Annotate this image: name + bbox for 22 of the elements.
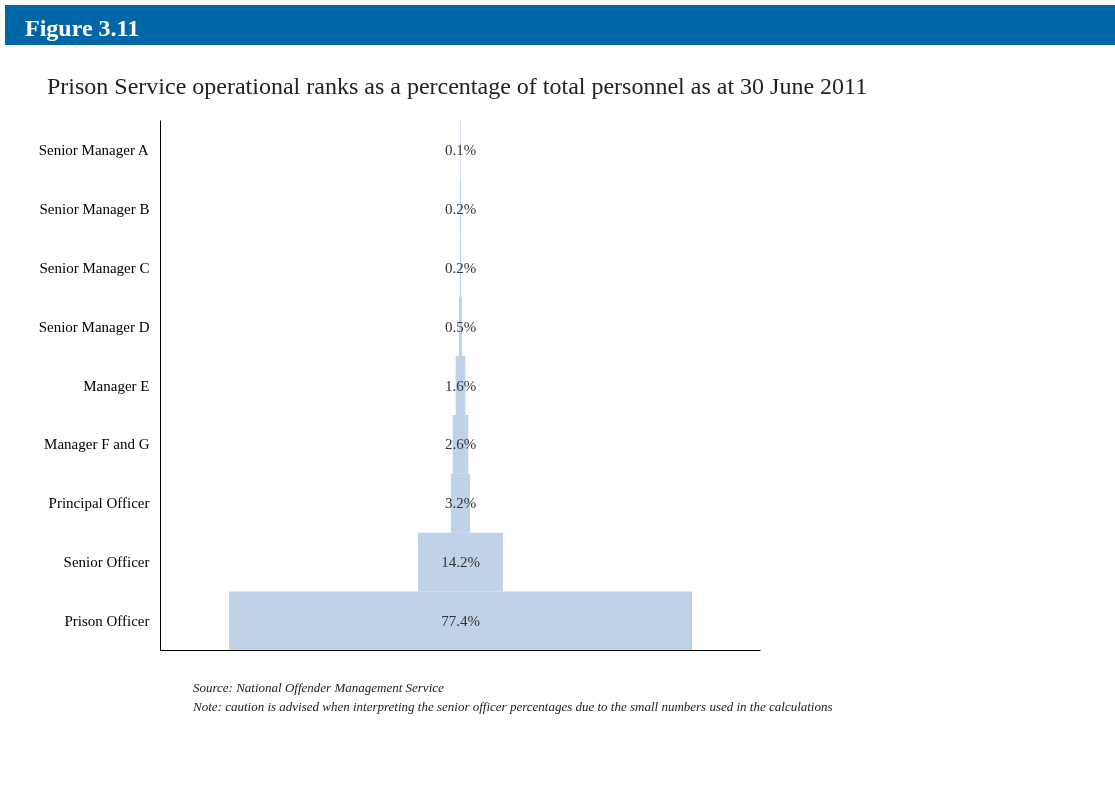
category-label: Manager E [83, 377, 150, 394]
category-label: Senior Manager B [39, 200, 150, 217]
source-note: Source: National Offender Management Service [193, 680, 444, 695]
data-label: 0.5% [444, 318, 477, 335]
category-label: Prison Officer [64, 613, 150, 630]
data-label: 0.1% [444, 141, 477, 158]
text: Prison Service operational ranks as a percentage of total personnel as at 30 June 2011 [47, 72, 868, 101]
data-label: 0.2% [444, 259, 477, 276]
text: Figure 3.11 [25, 14, 140, 43]
category-label: Manager F and G [44, 436, 150, 453]
data-label: 77.4% [441, 613, 480, 630]
data-label: 1.6% [444, 377, 477, 394]
category-label: Senior Manager A [38, 141, 149, 158]
data-label: 0.2% [444, 200, 477, 217]
text: Note: caution is advised when interpreting the senior officer percentages due to the small numbers used in the calculations [193, 698, 833, 714]
category-label: Senior Manager C [39, 259, 150, 276]
data-label: 3.2% [444, 495, 477, 512]
category-label: Principal Officer [48, 495, 150, 512]
category-label: Senior Officer [63, 554, 150, 571]
category-label: Senior Manager D [38, 318, 150, 335]
data-label: 14.2% [441, 554, 480, 571]
data-label: 2.6% [444, 436, 477, 453]
